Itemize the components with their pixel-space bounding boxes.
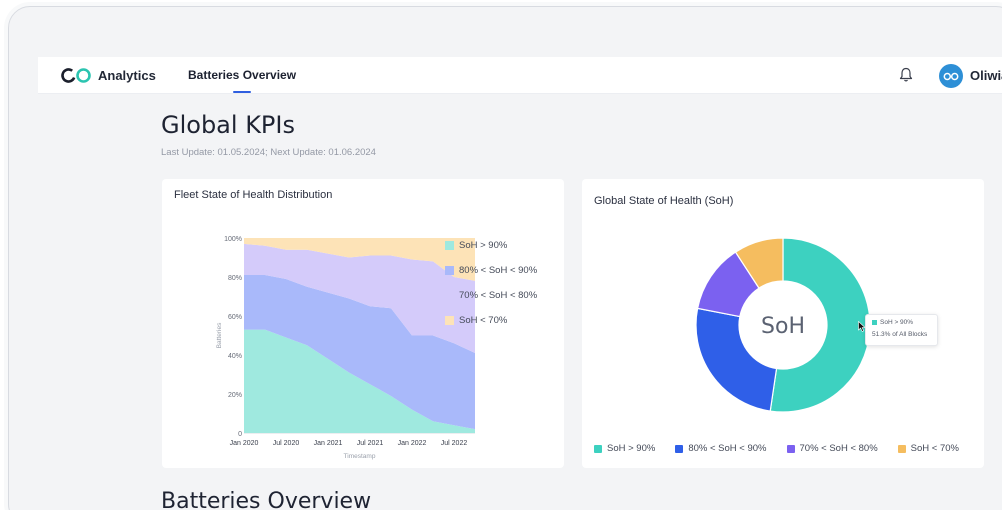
section-title-batteries-overview: Batteries Overview bbox=[161, 489, 372, 510]
y-tick-label: 100% bbox=[224, 236, 242, 243]
legend-label: 80% < SoH < 90% bbox=[459, 265, 538, 276]
x-axis-title: Timestamp bbox=[344, 453, 376, 460]
tooltip-label: SoH > 90% bbox=[880, 319, 914, 326]
x-tick-label: Jul 2021 bbox=[357, 440, 384, 447]
fleet-soh-legend: SoH > 90% 80% < SoH < 90% 70% < SoH < 80… bbox=[445, 233, 537, 333]
legend-swatch bbox=[675, 444, 684, 453]
area-series-4[interactable] bbox=[244, 238, 475, 281]
y-tick-label: 60% bbox=[228, 314, 242, 321]
y-axis-title: Batteries bbox=[216, 322, 223, 348]
legend-item[interactable]: 80% < SoH < 90% bbox=[445, 258, 537, 283]
mouse-cursor-icon bbox=[858, 321, 866, 332]
legend-label: SoH < 70% bbox=[459, 315, 508, 326]
donut-slice-2[interactable] bbox=[695, 307, 778, 412]
legend-label: 70% < SoH < 80% bbox=[459, 290, 538, 301]
fleet-soh-area-chart: 100% 80% 60% 40% 20% 0 Jan 2020 Jul 2020 Jan 202… bbox=[216, 236, 475, 460]
legend-swatch bbox=[897, 444, 906, 453]
top-navbar: Analytics Batteries Overview Oliwia bbox=[38, 57, 1002, 94]
bell-icon[interactable] bbox=[899, 67, 913, 83]
donut-slice-1[interactable] bbox=[769, 237, 871, 413]
legend-item[interactable]: 70% < SoH < 80% bbox=[445, 283, 537, 308]
avatar-logo-icon bbox=[943, 72, 959, 80]
y-tick-label: 20% bbox=[228, 392, 242, 399]
legend-swatch bbox=[445, 316, 454, 325]
area-series-3[interactable] bbox=[244, 243, 475, 354]
x-tick-label: Jan 2022 bbox=[398, 440, 427, 447]
legend-swatch bbox=[445, 291, 454, 300]
x-tick-label: Jan 2020 bbox=[230, 440, 259, 447]
update-info: Last Update: 01.05.2024; Next Update: 01… bbox=[161, 147, 376, 158]
legend-swatch bbox=[445, 266, 454, 275]
x-tick-label: Jul 2022 bbox=[441, 440, 468, 447]
legend-label: 70% < SoH < 80% bbox=[799, 443, 878, 454]
legend-swatch bbox=[594, 444, 602, 453]
legend-swatch bbox=[786, 444, 795, 453]
legend-label: 80% < SoH < 90% bbox=[688, 443, 767, 454]
donut-center-label: SoH bbox=[761, 314, 805, 339]
active-tab-indicator bbox=[233, 91, 251, 93]
legend-item[interactable]: SoH > 90% bbox=[594, 443, 655, 454]
page-title: Global KPIs bbox=[161, 111, 295, 139]
y-tick-label: 80% bbox=[228, 275, 242, 282]
legend-item[interactable]: SoH > 90% bbox=[445, 233, 537, 258]
legend-item[interactable]: SoH < 70% bbox=[897, 443, 959, 454]
global-soh-title: Global State of Health (SoH) bbox=[594, 195, 734, 207]
area-series-1[interactable] bbox=[244, 329, 475, 433]
legend-label: SoH > 90% bbox=[459, 240, 508, 251]
area-series-2[interactable] bbox=[244, 275, 475, 430]
y-tick-label: 0 bbox=[238, 431, 242, 438]
brand-name[interactable]: Analytics bbox=[98, 68, 156, 83]
global-soh-donut-chart: SoH bbox=[695, 237, 871, 413]
chart-tooltip: SoH > 90% 51.3% of All Blocks bbox=[865, 314, 938, 346]
x-tick-label: Jan 2021 bbox=[314, 440, 343, 447]
donut-slice-4[interactable] bbox=[734, 237, 784, 289]
x-tick-label: Jul 2020 bbox=[273, 440, 300, 447]
avatar[interactable] bbox=[939, 64, 963, 88]
user-name[interactable]: Oliwia bbox=[970, 68, 1002, 83]
legend-swatch bbox=[445, 241, 454, 250]
legend-label: SoH < 70% bbox=[910, 443, 959, 454]
tab-batteries-overview[interactable]: Batteries Overview bbox=[188, 68, 297, 82]
analytics-logo-icon[interactable] bbox=[60, 67, 92, 84]
fleet-soh-card: Fleet State of Health Distribution 100% 8… bbox=[162, 179, 564, 468]
legend-item[interactable]: 70% < SoH < 80% bbox=[786, 443, 878, 454]
tooltip-swatch bbox=[872, 320, 877, 325]
legend-item[interactable]: SoH < 70% bbox=[445, 308, 537, 333]
app-screen: Analytics Batteries Overview Oliwia Glob… bbox=[38, 57, 1002, 510]
y-tick-label: 40% bbox=[228, 353, 242, 360]
fleet-soh-title: Fleet State of Health Distribution bbox=[174, 189, 333, 201]
global-soh-card: Global State of Health (SoH) SoH SoH > 9… bbox=[582, 179, 984, 468]
tooltip-detail: 51.3% of All Blocks bbox=[872, 331, 928, 338]
global-soh-legend: SoH > 90% 80% < SoH < 90% 70% < SoH < 80… bbox=[594, 443, 979, 454]
legend-label: SoH > 90% bbox=[607, 443, 656, 454]
legend-item[interactable]: 80% < SoH < 90% bbox=[675, 443, 767, 454]
